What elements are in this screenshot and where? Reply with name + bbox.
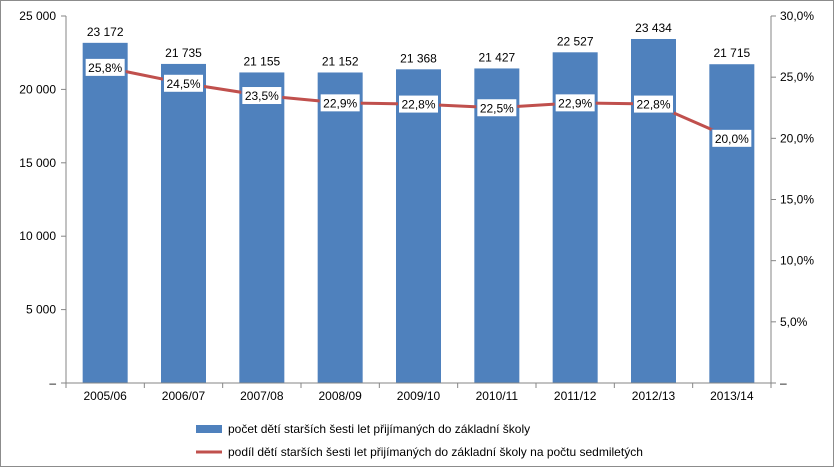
- y-left-tick-label: –: [49, 376, 56, 390]
- line-label-box: [554, 93, 596, 113]
- bar-value-label: 21 155: [243, 54, 280, 68]
- x-tick-label: 2011/12: [554, 389, 597, 403]
- y-right-tick-label: 30,0%: [780, 9, 814, 23]
- bar: [82, 42, 128, 383]
- bar-value-label: 22 527: [557, 34, 594, 48]
- y-right-tick-label: 25,0%: [780, 70, 814, 84]
- x-tick-label: 2010/11: [476, 389, 519, 403]
- line-value-label: 22,5%: [480, 101, 514, 115]
- line-label-box: [711, 128, 753, 148]
- line-data-labels: 25,8% 24,5% 23,5% 22,9% 22,8% 22,5% 22,9% 22,8%…: [84, 57, 753, 148]
- line-value-label: 22,9%: [558, 96, 592, 110]
- y-right-tick-label: 20,0%: [780, 131, 814, 145]
- y-left-tick-label: 25 000: [19, 9, 56, 23]
- line-value-label: 23,5%: [245, 89, 279, 103]
- bar-value-label: 21 427: [478, 50, 515, 64]
- y-right-tick-label: 5,0%: [780, 315, 808, 329]
- y-right-tick-label: 15,0%: [780, 193, 814, 207]
- x-tick-label: 2013/14: [710, 389, 754, 403]
- bar-value-label: 23 172: [87, 25, 124, 39]
- legend-bar-label: počet dětí starších šesti let přijímanýc…: [228, 422, 530, 436]
- line-label-box: [398, 94, 439, 114]
- legend: počet dětí starších šesti let přijímanýc…: [196, 422, 643, 459]
- x-tick-label: 2012/13: [632, 389, 676, 403]
- line-value-label: 25,8%: [88, 61, 122, 75]
- bar: [474, 68, 520, 384]
- x-tick-label: 2007/08: [240, 389, 284, 403]
- y-left-tick-label: 15 000: [19, 156, 56, 170]
- line-value-label: 22,9%: [323, 96, 357, 110]
- bar-data-labels: 23 172 21 735 21 155 21 152 21 368 21 427 22 5…: [87, 21, 751, 68]
- y-right-tick-label: 10,0%: [780, 254, 814, 268]
- line-value-label: 22,8%: [636, 98, 670, 112]
- line-value-label: 24,5%: [166, 77, 200, 91]
- axes: – 5 000 10 000 15 000 20 000 25 000 – 5,0% 10,0%…: [19, 9, 814, 403]
- bar: [317, 72, 363, 383]
- x-tick-label: 2006/07: [162, 389, 206, 403]
- x-tick-label: 2005/06: [83, 389, 127, 403]
- legend-bar-swatch: [196, 425, 222, 433]
- y-left-tick-label: 10 000: [19, 229, 56, 243]
- y-left-tick-label: 5 000: [26, 303, 56, 317]
- bar: [239, 72, 285, 383]
- line-value-label: 22,8%: [401, 98, 435, 112]
- x-tick-label: 2008/09: [318, 389, 362, 403]
- y-right-tick-label: –: [780, 376, 787, 390]
- bar-value-label: 21 735: [165, 46, 202, 60]
- bar-value-label: 23 434: [635, 21, 672, 35]
- line-label-box: [633, 94, 674, 114]
- line-label-box: [241, 86, 283, 106]
- legend-line-label: podíl dětí starších šesti let přijímanýc…: [228, 445, 643, 459]
- line-label-box: [163, 73, 204, 93]
- x-tick-label: 2009/10: [397, 389, 441, 403]
- bar: [161, 63, 206, 383]
- line-label-box: [84, 57, 126, 77]
- bar: [396, 69, 441, 384]
- bar-value-label: 21 715: [713, 46, 750, 60]
- bar: [631, 38, 676, 383]
- line-label-box: [476, 98, 518, 118]
- y-left-tick-label: 20 000: [19, 82, 56, 96]
- bar-value-label: 21 152: [322, 54, 359, 68]
- bar: [709, 64, 755, 383]
- line-label-box: [319, 93, 361, 113]
- bar-value-label: 21 368: [400, 51, 437, 65]
- line-value-label: 20,0%: [715, 132, 749, 146]
